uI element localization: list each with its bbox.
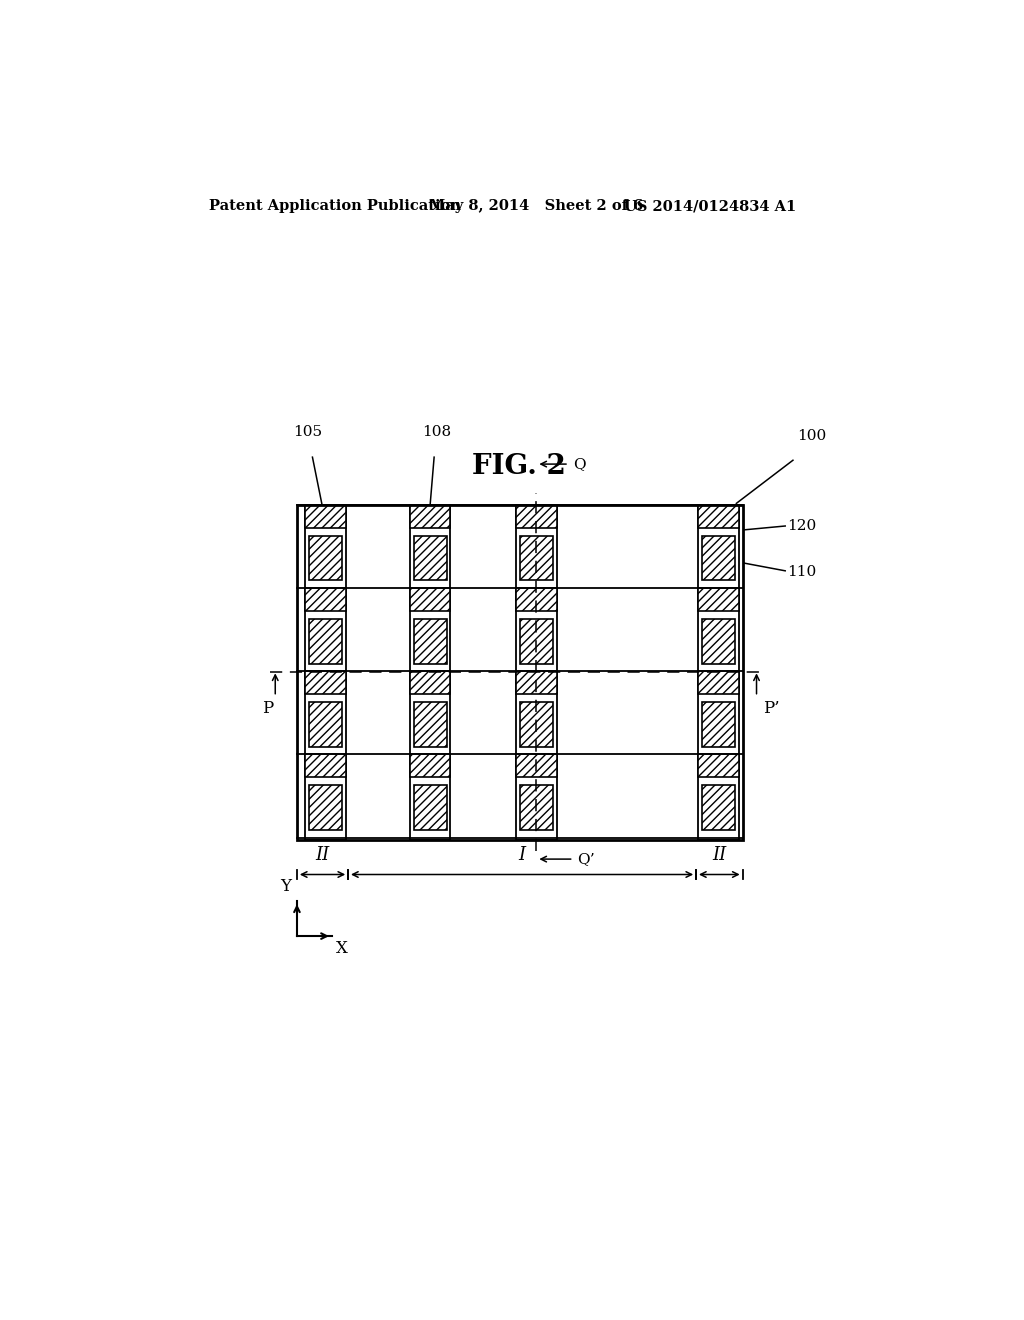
- Bar: [516, 504, 557, 528]
- Bar: [410, 506, 451, 840]
- Text: I: I: [518, 846, 525, 863]
- Bar: [516, 755, 557, 777]
- Bar: [414, 702, 446, 747]
- Text: 110: 110: [787, 565, 817, 579]
- Text: 108: 108: [422, 425, 451, 440]
- Bar: [297, 506, 742, 840]
- Bar: [309, 702, 342, 747]
- Text: 105: 105: [293, 425, 323, 440]
- Bar: [520, 536, 553, 581]
- Bar: [516, 671, 557, 694]
- Bar: [698, 504, 738, 528]
- Bar: [520, 702, 553, 747]
- Bar: [516, 589, 557, 611]
- Text: Patent Application Publication: Patent Application Publication: [209, 199, 462, 213]
- Text: X: X: [336, 940, 347, 957]
- Bar: [702, 785, 735, 830]
- Bar: [702, 536, 735, 581]
- Text: Q’: Q’: [578, 853, 595, 866]
- Bar: [516, 506, 557, 840]
- Bar: [410, 671, 451, 694]
- Bar: [305, 755, 346, 777]
- Bar: [698, 671, 738, 694]
- Text: 100: 100: [797, 429, 826, 444]
- Text: US 2014/0124834 A1: US 2014/0124834 A1: [624, 199, 797, 213]
- Text: Q: Q: [572, 457, 586, 471]
- Bar: [702, 619, 735, 664]
- Bar: [305, 506, 346, 840]
- Text: 120: 120: [787, 519, 817, 533]
- Bar: [297, 506, 742, 840]
- Text: Y: Y: [280, 878, 291, 895]
- Bar: [410, 755, 451, 777]
- Bar: [414, 619, 446, 664]
- Bar: [520, 619, 553, 664]
- Bar: [414, 536, 446, 581]
- Bar: [698, 755, 738, 777]
- Bar: [410, 504, 451, 528]
- Bar: [702, 702, 735, 747]
- Bar: [414, 785, 446, 830]
- Bar: [305, 671, 346, 694]
- Bar: [305, 589, 346, 611]
- Bar: [309, 619, 342, 664]
- Text: P’: P’: [763, 700, 779, 717]
- Bar: [305, 504, 346, 528]
- Bar: [410, 589, 451, 611]
- Bar: [309, 536, 342, 581]
- Text: II: II: [713, 846, 726, 863]
- Text: II: II: [315, 846, 330, 863]
- Bar: [520, 785, 553, 830]
- Bar: [309, 785, 342, 830]
- Text: P: P: [262, 700, 273, 717]
- Bar: [698, 506, 738, 840]
- Text: FIG. 2: FIG. 2: [472, 453, 566, 480]
- Text: May 8, 2014   Sheet 2 of 6: May 8, 2014 Sheet 2 of 6: [429, 199, 643, 213]
- Bar: [698, 589, 738, 611]
